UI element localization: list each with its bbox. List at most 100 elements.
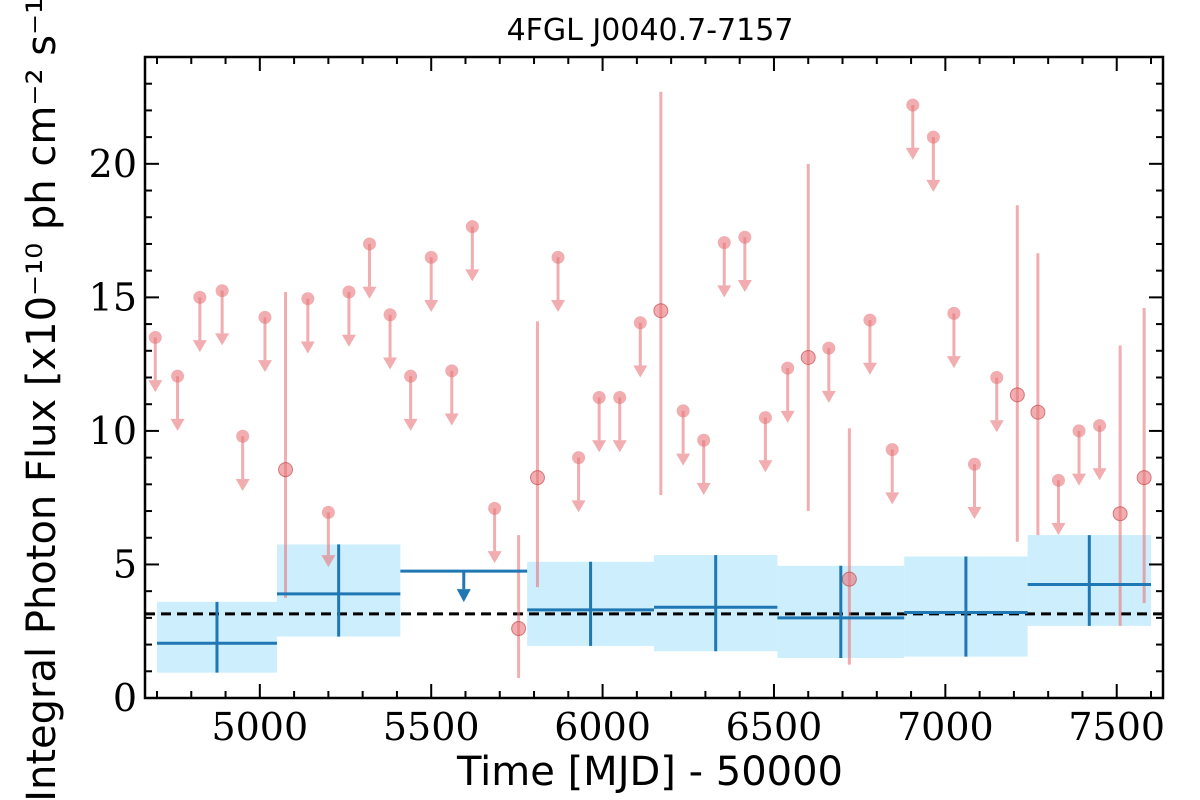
upper-limit-point-31 xyxy=(926,130,940,144)
upper-limit-arrow-21 xyxy=(676,453,691,466)
x-tick-label-1: 5500 xyxy=(383,705,480,749)
upper-limit-point-14 xyxy=(465,220,479,234)
y-tick-label-1: 5 xyxy=(113,542,137,586)
upper-limit-arrow-31 xyxy=(926,179,941,192)
y-axis-label: Integral Photon Flux [x10⁻¹⁰ ph cm⁻² s⁻¹… xyxy=(19,0,65,800)
x-tick-label-0: 5000 xyxy=(211,705,308,749)
upper-limit-point-0 xyxy=(148,330,162,344)
detection-point-0 xyxy=(278,462,294,478)
upper-limit-arrow-14 xyxy=(465,269,480,282)
detection-point-9 xyxy=(1136,470,1152,486)
upper-limit-arrow-25 xyxy=(758,460,773,473)
upper-limit-arrow-10 xyxy=(383,357,398,370)
upper-limit-point-13 xyxy=(445,364,459,378)
upper-limit-point-26 xyxy=(781,361,795,375)
upper-limit-point-15 xyxy=(488,501,502,515)
upper-limit-point-25 xyxy=(758,411,772,425)
long-bin-ul-arrow-0 xyxy=(456,589,471,603)
upper-limit-arrow-24 xyxy=(737,280,752,293)
detection-point-2 xyxy=(529,470,545,486)
upper-limit-point-32 xyxy=(947,306,961,320)
upper-limit-arrow-37 xyxy=(1092,468,1107,481)
upper-limit-point-9 xyxy=(363,237,377,251)
upper-limit-arrow-32 xyxy=(946,356,961,369)
upper-limit-arrow-12 xyxy=(424,300,439,313)
detection-point-6 xyxy=(1009,387,1025,403)
upper-limit-point-11 xyxy=(404,369,418,383)
upper-limit-arrow-17 xyxy=(571,500,586,513)
upper-limit-arrow-15 xyxy=(487,551,502,564)
upper-limit-point-22 xyxy=(697,433,711,447)
detection-point-4 xyxy=(800,349,816,365)
upper-limit-point-6 xyxy=(301,292,315,306)
upper-limit-arrow-8 xyxy=(341,334,356,347)
upper-limit-arrow-20 xyxy=(633,365,648,378)
upper-limit-point-21 xyxy=(676,404,690,418)
upper-limit-arrow-5 xyxy=(257,360,272,373)
upper-limit-arrow-2 xyxy=(192,340,207,353)
x-tick-label-4: 7000 xyxy=(897,705,994,749)
upper-limit-arrow-16 xyxy=(551,300,566,313)
upper-limit-point-1 xyxy=(171,369,185,383)
upper-limit-point-7 xyxy=(321,505,335,519)
upper-limit-arrow-3 xyxy=(215,333,230,346)
upper-limit-arrow-36 xyxy=(1072,473,1087,486)
upper-limit-point-16 xyxy=(551,250,565,264)
x-tick-label-3: 6500 xyxy=(726,705,823,749)
upper-limit-point-19 xyxy=(613,391,627,405)
upper-limit-arrow-35 xyxy=(1051,523,1066,536)
detection-point-1 xyxy=(511,621,527,637)
detection-point-7 xyxy=(1030,404,1046,420)
upper-limit-point-5 xyxy=(258,310,272,324)
upper-limit-arrow-19 xyxy=(612,440,627,453)
upper-limit-point-33 xyxy=(967,457,981,471)
upper-limit-point-30 xyxy=(906,98,920,112)
y-tick-label-2: 10 xyxy=(89,409,137,453)
upper-limit-arrow-33 xyxy=(967,507,982,520)
detection-point-8 xyxy=(1112,506,1128,522)
y-tick-label-0: 0 xyxy=(113,676,137,720)
upper-limit-point-35 xyxy=(1051,473,1065,487)
upper-limit-arrow-9 xyxy=(362,286,377,299)
upper-limit-arrow-29 xyxy=(885,492,900,505)
detection-point-5 xyxy=(841,571,857,587)
detection-point-3 xyxy=(653,303,669,319)
upper-limit-point-24 xyxy=(738,230,752,244)
upper-limit-arrow-11 xyxy=(403,418,418,431)
upper-limit-arrow-34 xyxy=(989,420,1004,433)
upper-limit-point-36 xyxy=(1072,424,1086,438)
x-tick-label-2: 6000 xyxy=(554,705,651,749)
upper-limit-arrow-26 xyxy=(780,410,795,423)
upper-limit-arrow-6 xyxy=(300,341,315,354)
upper-limit-arrow-22 xyxy=(696,482,711,495)
upper-limit-point-8 xyxy=(342,285,356,299)
y-tick-label-3: 15 xyxy=(89,275,137,319)
upper-limit-arrow-1 xyxy=(170,418,185,431)
upper-limit-arrow-28 xyxy=(862,362,877,375)
upper-limit-point-27 xyxy=(822,341,836,355)
upper-limit-arrow-0 xyxy=(148,380,163,393)
upper-limit-arrow-13 xyxy=(444,413,459,426)
upper-limit-point-28 xyxy=(863,313,877,327)
upper-limit-arrow-4 xyxy=(235,478,250,491)
upper-limit-point-34 xyxy=(990,371,1004,384)
upper-limit-arrow-27 xyxy=(821,390,836,403)
plot-area: 5000 5500 6000 6500 7000 7500 0 5 10 15 20 xyxy=(89,55,1165,749)
upper-limit-point-3 xyxy=(215,284,229,298)
upper-limit-point-17 xyxy=(572,451,586,465)
upper-limit-point-18 xyxy=(592,391,606,405)
x-axis-label: Time [MJD] - 50000 xyxy=(456,749,843,795)
upper-limit-arrow-30 xyxy=(905,147,920,160)
upper-limit-arrow-18 xyxy=(592,440,607,453)
upper-limit-point-37 xyxy=(1093,419,1107,433)
upper-limit-arrow-7 xyxy=(321,555,336,568)
upper-limit-point-20 xyxy=(633,316,647,330)
upper-limit-point-29 xyxy=(885,443,899,457)
chart-title: 4FGL J0040.7-7157 xyxy=(507,13,794,48)
upper-limit-arrow-23 xyxy=(717,285,732,298)
upper-limit-point-4 xyxy=(236,429,250,443)
x-tick-label-5: 7500 xyxy=(1068,705,1165,749)
upper-limit-point-10 xyxy=(383,308,397,322)
upper-limit-point-23 xyxy=(717,236,731,250)
